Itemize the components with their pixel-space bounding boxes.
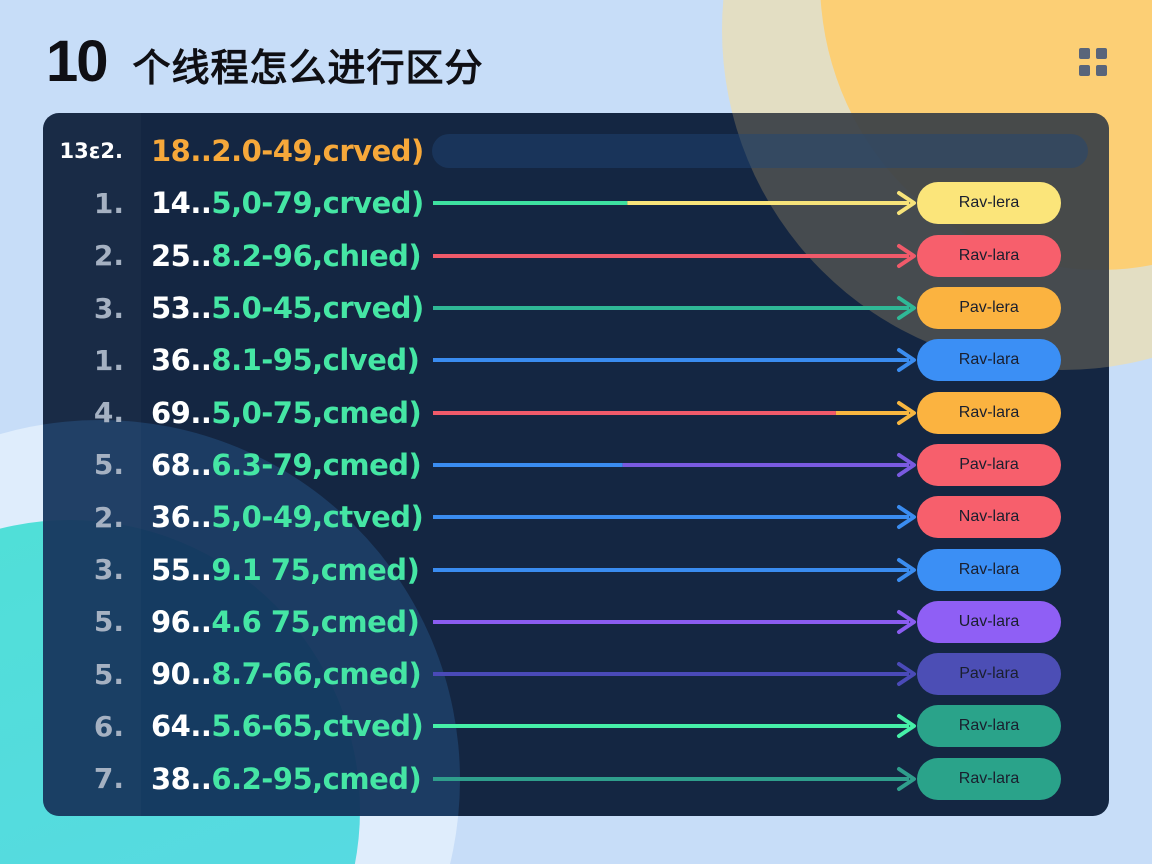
row-label: 36..8.1-95,clved) [151, 343, 420, 378]
header-index: 13ε2. [59, 139, 123, 164]
thread-row: 2. 36..5,0-49,ctved) Nav-lara [43, 491, 1109, 543]
row-index: 1. [93, 343, 124, 377]
thread-row: 1. 14..5,0-79,crved) Rav-lera [43, 177, 1109, 229]
pill-label: Uav-lara [958, 612, 1020, 630]
row-index: 5. [93, 657, 124, 691]
thread-row: 4. 69..5,0-75,cmed) Rav-lara [43, 386, 1109, 438]
row-label: 14..5,0-79,crved) [151, 186, 424, 221]
row-index: 7. [93, 762, 124, 796]
row-label: 90..8.7-66,cmed) [151, 657, 422, 692]
thread-tag-pill[interactable]: Pav-lara [917, 653, 1061, 696]
page-title: 10 个线程怎么进行区分 [46, 28, 484, 95]
thread-tag-pill[interactable]: Rav-lara [917, 705, 1061, 748]
arrow-connector [433, 505, 917, 530]
header-bar [432, 134, 1088, 169]
row-label: 55..9.1 75,cmed) [151, 552, 420, 587]
thread-tag-pill[interactable]: Pav-lera [917, 287, 1061, 330]
arrow-right-icon [433, 609, 916, 634]
pill-label: Rav-lara [958, 351, 1020, 369]
arrow-right-icon [433, 714, 916, 739]
pill-label: Rav-lara [958, 769, 1020, 787]
thread-row: 6. 64..5.6-65,ctved) Rav-lara [43, 700, 1109, 752]
header-row: 13ε2. 18..2.0-49,crved) [43, 125, 1109, 177]
thread-tag-pill[interactable]: Rav-lara [917, 548, 1061, 591]
thread-row: 5. 90..8.7-66,cmed) Pav-lara [43, 648, 1109, 700]
thread-row: 2. 25..8.2-96,chıed) Rav-lara [43, 230, 1109, 282]
thread-tag-pill[interactable]: Rav-lera [917, 182, 1061, 225]
arrow-right-icon [433, 452, 916, 477]
thread-tag-pill[interactable]: Nav-lara [917, 496, 1061, 539]
arrow-right-icon [433, 766, 916, 791]
row-label: 53..5.0-45,crved) [151, 291, 424, 326]
arrow-connector [433, 662, 917, 687]
pill-label: Rav-lara [958, 717, 1020, 735]
pill-label: Pav-lara [959, 455, 1019, 473]
arrow-right-icon [433, 348, 916, 373]
row-index: 3. [93, 553, 124, 587]
arrow-connector [433, 296, 917, 321]
thread-tag-pill[interactable]: Rav-lara [917, 757, 1061, 800]
arrow-connector [433, 714, 917, 739]
arrow-right-icon [433, 191, 916, 216]
row-index: 5. [93, 605, 124, 639]
thread-list-panel: 13ε2. 18..2.0-49,crved) 1. 14..5,0-79,cr… [43, 113, 1109, 816]
arrow-connector [433, 766, 917, 791]
arrow-connector [433, 400, 917, 425]
header-label: 18..2.0-49,crved) [151, 134, 424, 169]
grid-menu-icon[interactable] [1079, 48, 1107, 76]
title-text: 个线程怎么进行区分 [132, 46, 484, 90]
arrow-connector [433, 452, 917, 477]
row-label: 36..5,0-49,ctved) [151, 500, 424, 535]
arrow-connector [433, 609, 917, 634]
thread-tag-pill[interactable]: Pav-lara [917, 443, 1061, 486]
thread-tag-pill[interactable]: Uav-lara [917, 600, 1061, 643]
thread-tag-pill[interactable]: Rav-lara [917, 339, 1061, 382]
pill-label: Pav-lara [959, 665, 1019, 683]
thread-row: 5. 96..4.6 75,cmed) Uav-lara [43, 596, 1109, 648]
arrow-right-icon [433, 400, 916, 425]
row-label: 25..8.2-96,chıed) [151, 238, 422, 273]
pill-label: Rav-lera [958, 194, 1020, 212]
arrow-right-icon [433, 243, 916, 268]
row-label: 96..4.6 75,cmed) [151, 604, 420, 639]
row-index: 2. [93, 500, 124, 534]
arrow-right-icon [433, 662, 916, 687]
row-index: 5. [93, 448, 124, 482]
arrow-right-icon [433, 296, 916, 321]
thread-row: 3. 53..5.0-45,crved) Pav-lera [43, 282, 1109, 334]
thread-tag-pill[interactable]: Rav-lara [917, 391, 1061, 434]
row-label: 38..6.2-95,cmed) [151, 761, 422, 796]
pill-label: Nav-lara [958, 508, 1020, 526]
row-label: 64..5.6-65,ctved) [151, 709, 424, 744]
row-label: 68..6.3-79,cmed) [151, 447, 422, 482]
pill-label: Rav-lara [958, 560, 1020, 578]
row-index: 2. [93, 239, 124, 273]
arrow-connector [433, 191, 917, 216]
arrow-connector [433, 557, 917, 582]
arrow-connector [433, 348, 917, 373]
row-index: 3. [93, 291, 124, 325]
row-index: 1. [93, 186, 124, 220]
row-label: 69..5,0-75,cmed) [151, 395, 422, 430]
thread-rows: 13ε2. 18..2.0-49,crved) 1. 14..5,0-79,cr… [43, 125, 1109, 805]
title-number: 10 [46, 29, 108, 94]
thread-row: 5. 68..6.3-79,cmed) Pav-lara [43, 439, 1109, 491]
pill-label: Rav-lara [958, 403, 1020, 421]
row-index: 6. [93, 709, 124, 743]
arrow-right-icon [433, 505, 916, 530]
thread-tag-pill[interactable]: Rav-lara [917, 234, 1061, 277]
pill-label: Rav-lara [958, 246, 1020, 264]
arrow-right-icon [433, 557, 916, 582]
thread-row: 3. 55..9.1 75,cmed) Rav-lara [43, 543, 1109, 595]
thread-row: 1. 36..8.1-95,clved) Rav-lara [43, 334, 1109, 386]
arrow-connector [433, 243, 917, 268]
row-index: 4. [93, 396, 124, 430]
pill-label: Pav-lera [959, 299, 1019, 317]
thread-row: 7. 38..6.2-95,cmed) Rav-lara [43, 753, 1109, 805]
